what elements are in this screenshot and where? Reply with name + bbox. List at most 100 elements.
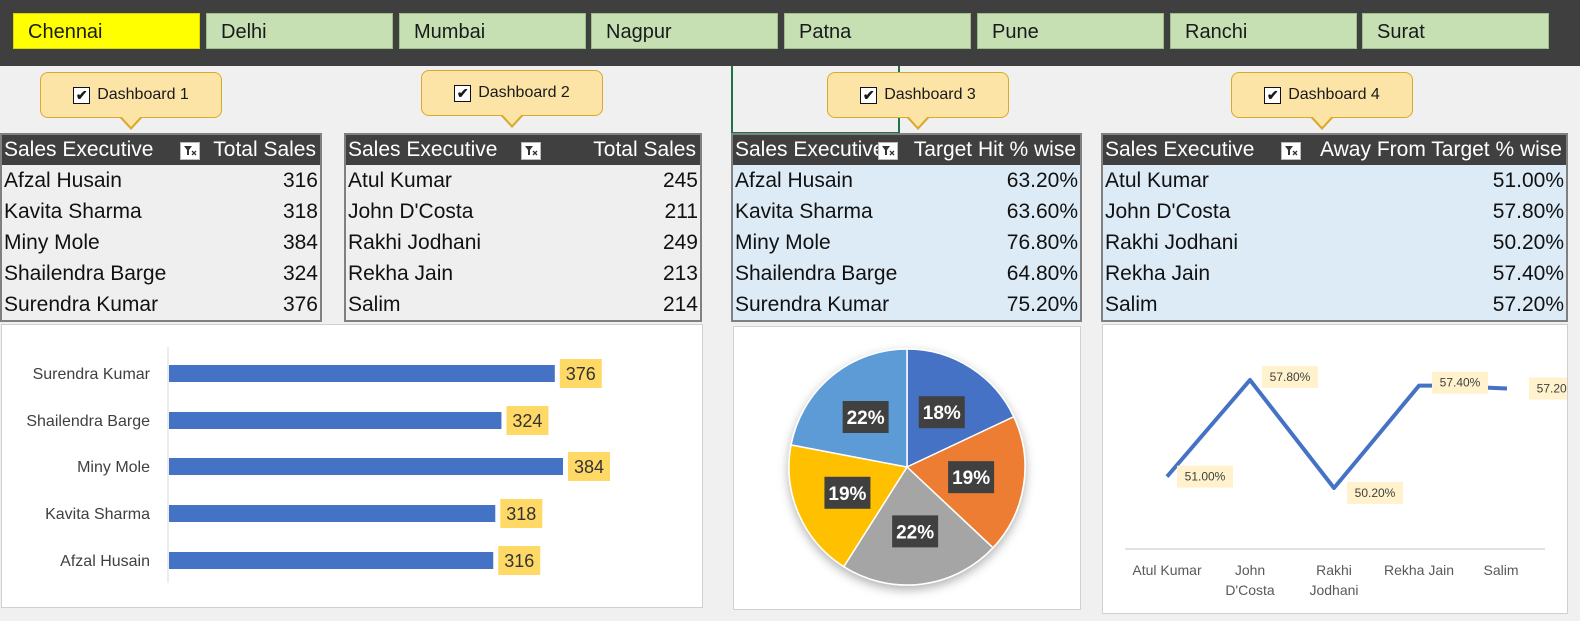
line-category-label: John D'Costa (1225, 562, 1275, 598)
table-header: Sales Executive Total Sales (346, 135, 700, 165)
line-chart: 51.00% 57.80% 50.20% 57.40% 57.20% Atul Kumar… (1125, 366, 1580, 598)
row-value: 384 (282, 230, 318, 254)
executive-name: Shailendra Barge (4, 261, 167, 285)
city-button-surat[interactable]: Surat (1362, 13, 1549, 49)
row-value: 57.20% (1492, 292, 1564, 316)
table-row: Rakhi Jodhani 50.20% (1103, 227, 1566, 258)
checkbox-icon[interactable]: ✔ (454, 84, 472, 102)
executive-name: Rekha Jain (348, 261, 454, 285)
bar-category-label: Afzal Husain (60, 553, 150, 570)
executive-name: Kavita Sharma (4, 199, 142, 223)
pie-data-label-bg (948, 461, 995, 494)
pie-data-label: 18% (923, 403, 961, 424)
bar-data-label-bg (506, 406, 549, 435)
pie-data-label-bg (842, 400, 889, 433)
executive-name: Shailendra Barge (735, 261, 898, 285)
selected-cell-border (731, 132, 899, 134)
checkbox-icon[interactable]: ✔ (1264, 86, 1282, 104)
table-row: Rekha Jain 213 (346, 258, 700, 289)
city-button-chennai[interactable]: Chennai (13, 13, 200, 49)
dashboard-toggle-1[interactable]: ✔ Dashboard 1 (40, 72, 222, 130)
bar-data-label: 318 (506, 504, 536, 524)
dashboard-toggle-4[interactable]: ✔ Dashboard 4 (1231, 72, 1413, 130)
table-header: Sales Executive Total Sales (2, 135, 320, 165)
table-row: Rakhi Jodhani 249 (346, 227, 700, 258)
line-category-label: Salim (1483, 562, 1518, 578)
executive-name: Atul Kumar (348, 168, 452, 192)
dashboard-toggle-3[interactable]: ✔ Dashboard 3 (827, 72, 1009, 130)
column-header-value: Total Sales (213, 138, 316, 161)
row-value: 211 (664, 199, 698, 223)
line-data-label: 50.20% (1355, 486, 1396, 500)
city-button-patna[interactable]: Patna (784, 13, 971, 49)
line-chart-panel: 51.00% 57.80% 50.20% 57.40% 57.20% Atul Kumar… (1102, 324, 1580, 614)
executive-name: Rekha Jain (1105, 261, 1211, 285)
row-value: 213 (662, 261, 698, 285)
line-data-label-bg (1262, 366, 1318, 388)
table-row: Atul Kumar 51.00% (1103, 165, 1566, 196)
bar-category-label: Miny Mole (77, 459, 150, 476)
table-row: Shailendra Barge 64.80% (733, 258, 1080, 289)
checkbox-icon[interactable]: ✔ (860, 86, 878, 104)
table-row: John D'Costa 57.80% (1103, 196, 1566, 227)
bar-category-label: Surendra Kumar (33, 366, 151, 383)
pie-data-label-bg (824, 476, 871, 509)
dashboard-label: Dashboard 2 (478, 84, 570, 101)
table-row: Surendra Kumar 75.20% (733, 289, 1080, 320)
checkbox-icon[interactable]: ✔ (73, 86, 91, 104)
filter-icon[interactable] (1281, 142, 1301, 160)
executive-name: Surendra Kumar (4, 292, 159, 316)
table-row: Kavita Sharma 318 (2, 196, 320, 227)
line-category-label: Rakhi Jodhani (1309, 562, 1358, 598)
city-button-pune[interactable]: Pune (977, 13, 1164, 49)
executive-name: John D'Costa (348, 199, 474, 223)
bar-data-label: 376 (566, 364, 596, 384)
pie-chart: 18% 19% 22% 19% 22% (788, 348, 1026, 586)
dashboard-toggle-2[interactable]: ✔ Dashboard 2 (421, 70, 603, 128)
column-header-executive: Sales Executive (1105, 138, 1255, 161)
city-slicer: Chennai Delhi Mumbai Nagpur Patna Pune Ranchi S… (0, 0, 1580, 66)
city-button-ranchi[interactable]: Ranchi (1170, 13, 1357, 49)
bar-chart-panel: Surendra Kumar 376 Shailendra Barge 324 Miny… (1, 324, 703, 608)
bar (169, 412, 502, 429)
filter-icon[interactable] (878, 142, 898, 160)
executive-name: Surendra Kumar (735, 292, 890, 316)
city-button-delhi[interactable]: Delhi (206, 13, 393, 49)
row-value: 64.80% (1006, 261, 1078, 285)
line-data-label: 57.80% (1270, 370, 1311, 384)
row-value: 214 (662, 292, 698, 316)
line-data-label-bg (1177, 465, 1233, 488)
city-button-mumbai[interactable]: Mumbai (399, 13, 586, 49)
table-row: Salim 214 (346, 289, 700, 320)
bar-data-label-bg (568, 452, 610, 481)
pie-chart-panel: 18% 19% 22% 19% 22% (733, 326, 1081, 610)
table-row: John D'Costa 211 (346, 196, 700, 227)
column-header-executive: Sales Executive (348, 138, 498, 161)
row-value: 63.20% (1006, 168, 1078, 192)
dashboard-label: Dashboard 3 (884, 86, 976, 103)
filter-icon[interactable] (180, 142, 200, 160)
bar (169, 505, 496, 522)
pie-data-label: 19% (952, 468, 990, 489)
callout-pointer (500, 114, 524, 128)
table-row: Rekha Jain 57.40% (1103, 258, 1566, 289)
pie-data-label: 22% (847, 408, 885, 429)
city-button-nagpur[interactable]: Nagpur (591, 13, 778, 49)
table-row: Afzal Husain 316 (2, 165, 320, 196)
table-row: Salim 57.20% (1103, 289, 1566, 320)
bar-data-label: 384 (574, 457, 604, 477)
line-category-label: Rekha Jain (1384, 562, 1454, 578)
bar-category-label: Shailendra Barge (26, 413, 150, 430)
row-value: 57.40% (1492, 261, 1564, 285)
executive-name: Rakhi Jodhani (348, 230, 482, 254)
bar-data-label-bg (559, 359, 602, 388)
row-value: 50.20% (1492, 230, 1564, 254)
bar-data-label: 316 (504, 551, 534, 571)
line-data-label-bg (1347, 482, 1403, 504)
bar-data-label: 324 (512, 411, 542, 431)
filter-icon[interactable] (521, 142, 541, 160)
bar-chart: Surendra Kumar 376 Shailendra Barge 324 Miny… (26, 347, 610, 583)
bar (169, 365, 555, 382)
table-row: Miny Mole 384 (2, 227, 320, 258)
column-header-value: Total Sales (593, 138, 696, 161)
